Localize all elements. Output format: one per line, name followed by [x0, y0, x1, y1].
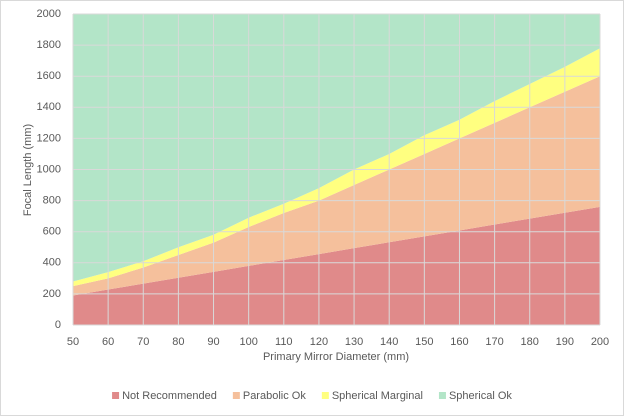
- x-tick-label: 70: [137, 336, 149, 348]
- area: [73, 14, 600, 282]
- legend-item: Spherical Ok: [438, 390, 512, 402]
- y-tick-label: 1400: [37, 101, 61, 113]
- x-tick-label: 100: [239, 336, 257, 348]
- legend-swatch: [112, 392, 120, 399]
- y-axis-label: Focal Length (mm): [22, 124, 34, 216]
- legend-swatch: [232, 392, 240, 399]
- legend-label: Parabolic Ok: [243, 390, 306, 402]
- legend-label: Spherical Ok: [449, 390, 512, 402]
- x-axis-label: Primary Mirror Diameter (mm): [263, 351, 409, 363]
- y-tick-label: 1000: [37, 163, 61, 175]
- legend-label: Not Recommended: [122, 390, 217, 402]
- y-tick-label: 800: [43, 195, 61, 207]
- y-tick-label: 2000: [37, 8, 61, 20]
- y-tick-label: 600: [43, 226, 61, 238]
- legend-item: Parabolic Ok: [232, 390, 306, 402]
- x-tick-label: 130: [345, 336, 363, 348]
- x-tick-label: 180: [521, 336, 539, 348]
- legend-label: Spherical Marginal: [332, 390, 423, 402]
- x-tick-label: 150: [415, 336, 433, 348]
- x-tick-label: 190: [556, 336, 574, 348]
- x-tick-label: 50: [67, 336, 79, 348]
- area: [73, 206, 600, 325]
- x-tick-label: 120: [310, 336, 328, 348]
- legend-item: Spherical Marginal: [321, 390, 423, 402]
- legend-swatch: [321, 392, 329, 399]
- y-tick-label: 1200: [37, 132, 61, 144]
- y-tick-label: 0: [55, 319, 61, 331]
- legend-item: Not Recommended: [112, 390, 217, 402]
- x-tick-label: 200: [591, 336, 609, 348]
- y-tick-label: 200: [43, 288, 61, 300]
- x-tick-label: 170: [485, 336, 503, 348]
- x-tick-label: 90: [207, 336, 219, 348]
- legend-swatch: [438, 392, 446, 399]
- x-tick-label: 80: [172, 336, 184, 348]
- x-tick-label: 60: [102, 336, 114, 348]
- x-tick-label: 110: [275, 336, 293, 348]
- x-tick-label: 160: [450, 336, 468, 348]
- y-tick-label: 1600: [37, 70, 61, 82]
- x-tick-label: 140: [380, 336, 398, 348]
- y-tick-label: 400: [43, 257, 61, 269]
- y-tick-label: 1800: [37, 39, 61, 51]
